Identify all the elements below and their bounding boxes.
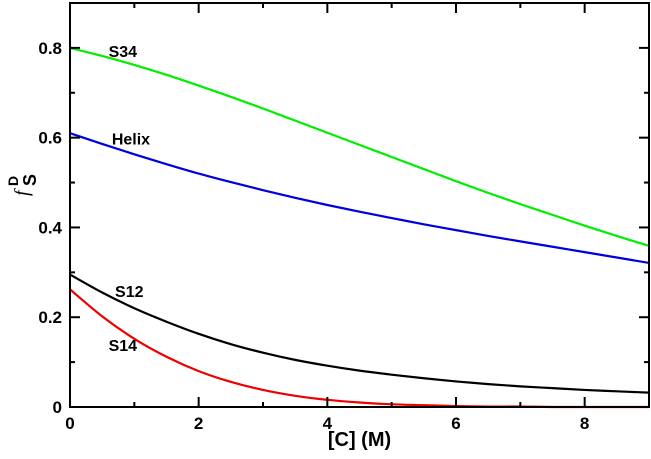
y-tick-label: 0.6 [38, 129, 62, 148]
y-axis-title-sup: D [5, 176, 21, 186]
series-label-s12: S12 [115, 284, 144, 301]
series-line-helix [69, 132, 650, 264]
y-axis-title-base: f [11, 188, 33, 196]
series-label-helix: Helix [112, 131, 150, 148]
y-tick-label: 0.4 [38, 218, 62, 237]
x-tick-label: 6 [451, 414, 460, 433]
x-tick-label: 0 [65, 414, 74, 433]
y-tick-label: 0.8 [38, 39, 62, 58]
x-tick-label: 4 [323, 414, 333, 433]
y-axis-title: f D S [5, 174, 40, 196]
x-axis-title: [C] (M) [328, 429, 391, 451]
y-tick-label: 0 [53, 398, 62, 417]
x-tick-label: 2 [194, 414, 203, 433]
series-label-s34: S34 [109, 44, 138, 61]
y-axis-title-sub: S [20, 174, 40, 186]
x-tick-label: 8 [580, 414, 589, 433]
plot-frame [69, 2, 650, 408]
series-label-layer: S34 Helix S12 S14 [109, 44, 151, 355]
y-tick-label: 0.2 [38, 308, 62, 327]
series-layer [69, 46, 650, 409]
series-line-s34 [69, 46, 650, 247]
series-line-s12 [69, 273, 650, 394]
series-label-s14: S14 [109, 338, 138, 355]
